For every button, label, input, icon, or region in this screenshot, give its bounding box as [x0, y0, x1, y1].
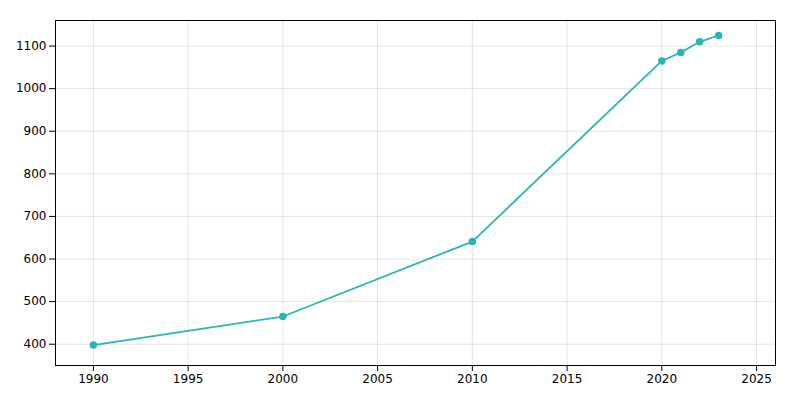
svg-text:1000: 1000 — [16, 81, 47, 95]
svg-text:2020: 2020 — [647, 372, 678, 386]
svg-text:2010: 2010 — [457, 372, 488, 386]
svg-text:2015: 2015 — [552, 372, 583, 386]
svg-text:1100: 1100 — [16, 39, 47, 53]
svg-text:800: 800 — [24, 167, 47, 181]
svg-text:1990: 1990 — [78, 372, 109, 386]
svg-text:2000: 2000 — [268, 372, 299, 386]
svg-text:900: 900 — [24, 124, 47, 138]
svg-text:600: 600 — [24, 252, 47, 266]
svg-text:500: 500 — [24, 294, 47, 308]
svg-text:1995: 1995 — [173, 372, 204, 386]
svg-text:400: 400 — [24, 337, 47, 351]
svg-text:700: 700 — [24, 209, 47, 223]
svg-text:2005: 2005 — [362, 372, 393, 386]
svg-text:2025: 2025 — [741, 372, 772, 386]
